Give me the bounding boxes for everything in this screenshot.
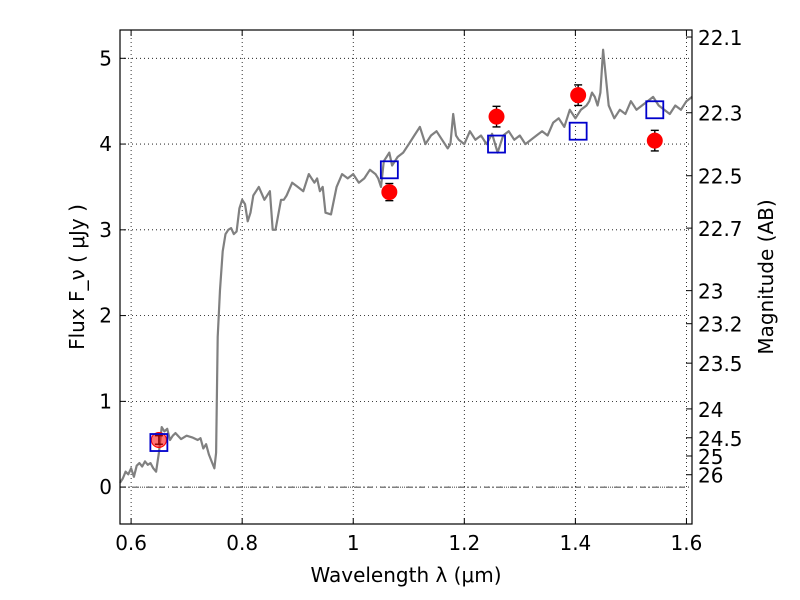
y2-tick-label: 24.5 [698,427,743,451]
observed-flux-point [570,87,587,104]
observed-flux-point [381,184,398,201]
y2-tick-label: 22.3 [698,102,743,126]
plot-frame [119,29,693,525]
y2-tick-label: 23.2 [698,313,743,337]
x-tick-label: 1.2 [448,531,480,555]
model-spectrum-layer [119,48,693,484]
y-tick-label: 0 [99,475,112,499]
model-flux-point [149,433,169,452]
y2-tick-label: 24 [698,398,723,422]
y2-axis-label: Magnitude (AB) [754,199,778,354]
x-tick-label: 1.4 [559,531,591,555]
model-flux-point [568,121,588,141]
tick-layer: 0.6 0.8 1 1.2 1.4 1.601234522.122.322.522.723… [99,26,742,555]
y2-tick-label: 23 [698,280,723,304]
x-tick-label: 0.8 [226,531,258,555]
y-tick-label: 1 [99,389,112,413]
y2-tick-label: 26 [698,464,723,488]
model-flux-point [645,100,665,120]
model-points-layer [149,100,665,452]
y2-tick-label: 22.5 [698,165,743,189]
errorbar-layer [154,84,659,445]
y2-tick-label: 22.7 [698,217,743,241]
observed-flux-point [488,108,505,125]
y-tick-label: 3 [99,218,112,242]
observed-points-layer [150,87,663,448]
grid-layer [120,30,692,524]
x-axis-label: Wavelength λ (μm) [310,563,501,587]
observed-flux-point [150,431,167,448]
model-flux-point [487,134,506,154]
y2-tick-label: 23.5 [698,352,743,376]
x-tick-label: 1 [347,531,360,555]
model-spectrum-line [119,48,693,484]
y-axis-label: Flux F_ν ( μJy ) [65,204,89,350]
y-tick-label: 2 [99,304,112,328]
y-tick-label: 4 [99,132,112,156]
x-tick-label: 1.6 [671,531,703,555]
y2-tick-label: 22.1 [698,26,743,50]
model-flux-point [379,160,399,180]
observed-flux-point [646,132,663,149]
x-tick-label: 0.6 [115,531,147,555]
y-tick-label: 5 [99,46,112,70]
y2-tick-label: 25 [698,445,723,469]
